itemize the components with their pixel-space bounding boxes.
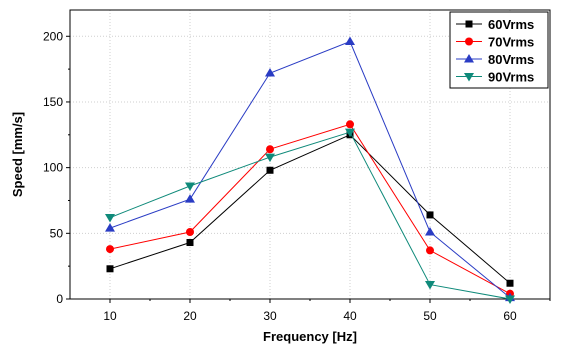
data-point xyxy=(185,182,195,192)
legend-item: 80Vrms xyxy=(456,52,534,67)
legend-label: 60Vrms xyxy=(488,17,534,32)
legend-item: 70Vrms xyxy=(456,35,534,50)
y-tick-label: 100 xyxy=(43,161,63,175)
series-line xyxy=(109,134,511,284)
x-tick-label: 10 xyxy=(103,309,117,323)
x-tick-label: 40 xyxy=(343,309,357,323)
legend-label: 80Vrms xyxy=(488,52,534,67)
axis-ticks: 10 20 30 40 50 60 0 50 100 150 200 xyxy=(43,29,551,323)
legend-marker xyxy=(464,54,474,63)
x-tick-label: 30 xyxy=(263,309,277,323)
series-60Vrms xyxy=(106,131,514,287)
data-point xyxy=(186,228,194,237)
legend-item: 60Vrms xyxy=(456,17,534,32)
series-line xyxy=(109,40,511,299)
legend-marker xyxy=(464,73,474,82)
y-tick-label: 200 xyxy=(43,29,63,43)
legend-item: 90Vrms xyxy=(456,70,534,85)
data-point xyxy=(186,239,194,247)
data-point xyxy=(426,246,434,255)
y-axis-label: Speed [mm/s] xyxy=(10,112,25,197)
legend-marker xyxy=(465,20,473,28)
data-point xyxy=(425,227,435,236)
data-point xyxy=(345,128,355,138)
legend: 60Vrms 70Vrms 80Vrms 90Vrms xyxy=(449,11,549,89)
data-point xyxy=(105,223,115,232)
y-tick-label: 0 xyxy=(56,292,63,306)
data-point xyxy=(346,120,354,129)
data-point xyxy=(266,145,274,154)
x-tick-label: 50 xyxy=(423,309,437,323)
x-tick-label: 20 xyxy=(183,309,197,323)
data-point xyxy=(425,281,435,290)
data-point xyxy=(265,153,275,163)
series-line xyxy=(109,131,511,300)
legend-label: 70Vrms xyxy=(488,35,534,50)
data-point xyxy=(505,295,515,304)
y-tick-label: 150 xyxy=(43,95,63,109)
series-line xyxy=(109,123,511,295)
series-layer xyxy=(105,36,515,304)
x-axis-label: Frequency [Hz] xyxy=(263,329,357,344)
data-point xyxy=(105,214,115,223)
data-point xyxy=(106,245,114,254)
series-90Vrms xyxy=(105,128,515,304)
data-point xyxy=(345,36,355,46)
legend-marker xyxy=(465,37,473,46)
data-point xyxy=(185,194,195,203)
data-point xyxy=(426,211,434,219)
legend-label: 90Vrms xyxy=(488,70,534,85)
data-point xyxy=(106,265,114,273)
data-point xyxy=(506,279,514,287)
data-point xyxy=(265,68,275,77)
series-70Vrms xyxy=(106,120,514,298)
x-tick-label: 60 xyxy=(503,309,517,323)
data-point xyxy=(266,166,274,174)
y-tick-label: 50 xyxy=(50,226,64,240)
